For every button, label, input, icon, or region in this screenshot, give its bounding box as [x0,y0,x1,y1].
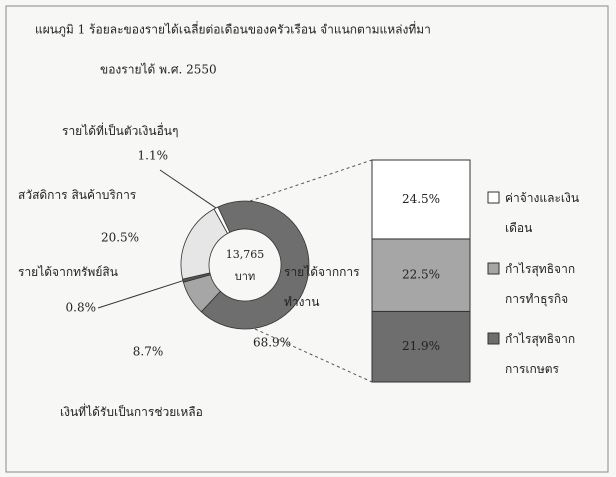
leader-line [97,280,184,309]
value-label: 22.5% [402,268,440,282]
donut-slice [213,206,231,235]
value-label: 21.9% [402,339,440,353]
legend-label: กำไรสุทธิจากการเกษตร [505,332,576,376]
category-label: สวัสดิการ สินค้าบริการ [18,188,137,202]
legend-label: ค่าจ้างและเงินเดือน [505,191,580,235]
breakdown-bar [371,310,471,383]
value-label: 24.5% [402,192,440,206]
donut-slice [200,200,310,330]
value-label: 1.1% [138,149,169,163]
value-label: 20.5% [101,231,139,245]
legend-swatch [487,191,500,204]
legend-label: กำไรสุทธิจากการทำธุรกิจ [505,262,576,306]
category-label: เงินที่ได้รับเป็นการช่วยเหลือ [60,405,203,419]
legend-swatch [487,332,500,345]
category-label: รายได้จากทรัพย์สิน [18,265,118,279]
center-value: 13,765 [226,248,265,261]
center-unit: บาท [235,270,255,283]
leader-line [159,169,217,209]
connector [249,159,373,202]
frame [5,5,609,473]
connector [254,328,373,383]
chart-title: ของรายได้ พ.ศ. 2550 [100,63,217,77]
value-label: 8.7% [133,345,164,359]
category-label: รายได้จากการทำงาน [284,265,360,309]
value-label: 68.9% [253,336,291,350]
category-label: รายได้ที่เป็นตัวเงินอื่นๆ [62,124,179,138]
value-label: 0.8% [66,301,97,315]
breakdown-bar [371,159,471,240]
legend-swatch [487,262,500,275]
chart-title: แผนภูมิ 1 ร้อยละของรายได้เฉลี่ยต่อเดือนข… [35,21,431,38]
